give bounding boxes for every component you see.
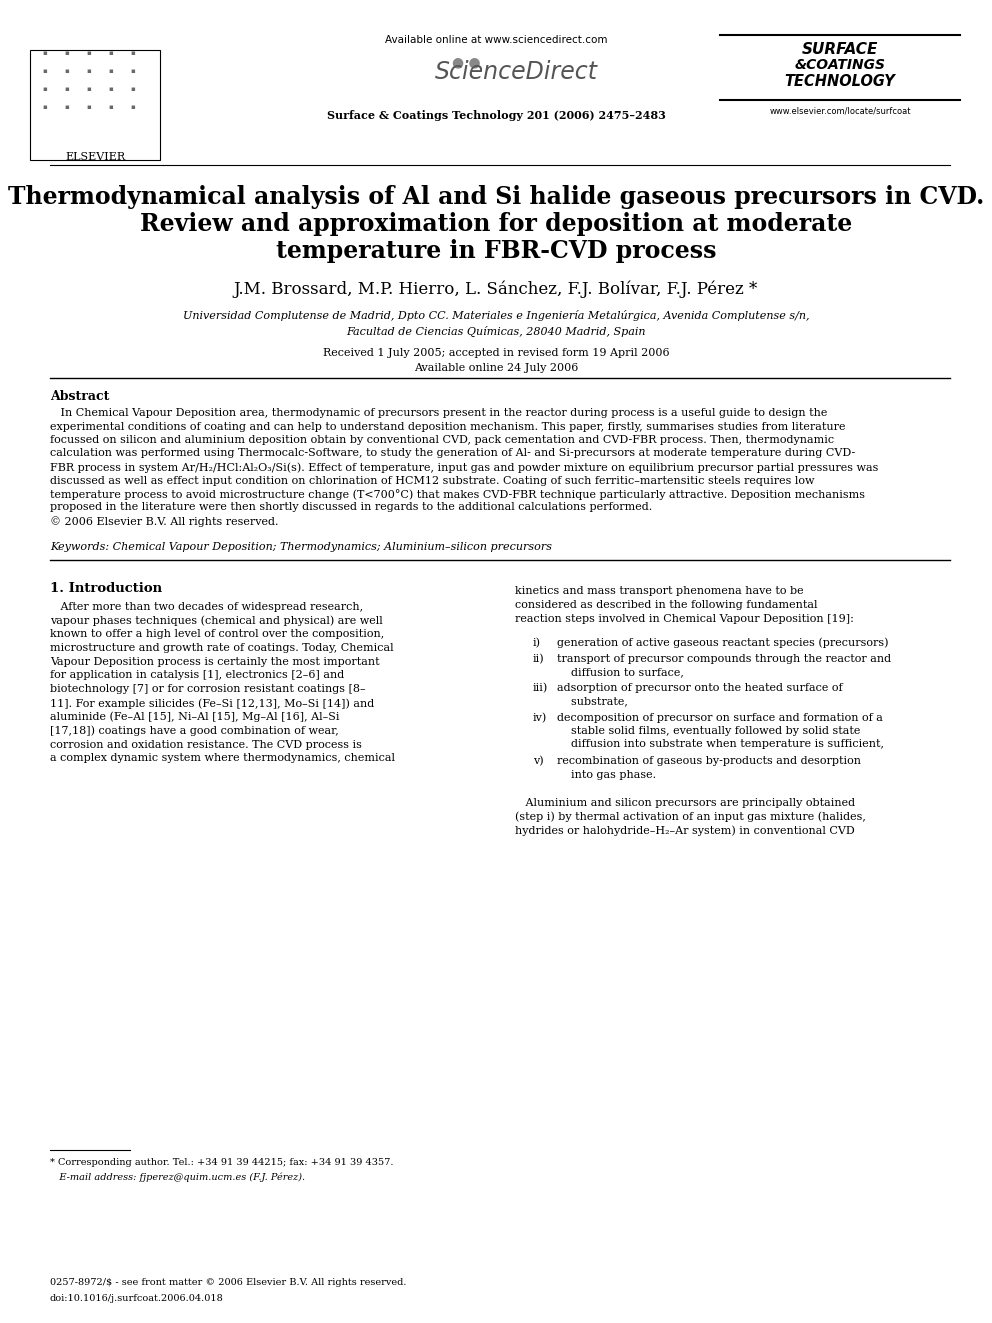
Bar [30,50,160,160]
Text: 0257-8972/$ - see front matter © 2006 Elsevier B.V. All rights reserved.: 0257-8972/$ - see front matter © 2006 El… [50,1278,407,1287]
Text: ▪: ▪ [43,105,48,110]
Text: focussed on silicon and aluminium deposition obtain by conventional CVD, pack ce: focussed on silicon and aluminium deposi… [50,435,834,445]
Text: corrosion and oxidation resistance. The CVD process is: corrosion and oxidation resistance. The … [50,740,362,750]
Text: recombination of gaseous by-products and desorption
    into gas phase.: recombination of gaseous by-products and… [557,757,861,779]
Text: ▪: ▪ [43,67,48,74]
Text: ▪: ▪ [43,50,48,56]
Text: decomposition of precursor on surface and formation of a
    stable solid films,: decomposition of precursor on surface an… [557,713,884,749]
Text: ▪: ▪ [43,86,48,93]
Text: ▪: ▪ [131,86,135,93]
Text: ▪: ▪ [86,86,91,93]
Text: ▪: ▪ [109,86,113,93]
Text: ii): ii) [533,654,545,664]
Text: After more than two decades of widespread research,: After more than two decades of widesprea… [50,602,363,611]
Text: generation of active gaseous reactant species (precursors): generation of active gaseous reactant sp… [557,638,889,648]
Text: ▪: ▪ [64,86,69,93]
Text: vapour phases techniques (chemical and physical) are well: vapour phases techniques (chemical and p… [50,615,383,626]
Text: TECHNOLOGY: TECHNOLOGY [785,74,896,89]
Text: ELSEVIER: ELSEVIER [64,152,125,161]
Text: ▪: ▪ [86,50,91,56]
Text: iii): iii) [533,683,549,693]
Text: kinetics and mass transport phenomena have to be: kinetics and mass transport phenomena ha… [515,586,804,597]
Text: v): v) [533,757,544,766]
Text: ▪: ▪ [86,67,91,74]
Text: E-mail address: fjperez@quim.ucm.es (F.J. Pérez).: E-mail address: fjperez@quim.ucm.es (F.J… [50,1172,306,1181]
Text: ▪: ▪ [86,105,91,110]
Text: biotechnology [7] or for corrosion resistant coatings [8–: biotechnology [7] or for corrosion resis… [50,684,366,695]
Text: a complex dynamic system where thermodynamics, chemical: a complex dynamic system where thermodyn… [50,753,395,763]
Text: ▪: ▪ [109,67,113,74]
Text: proposed in the literature were then shortly discussed in regards to the additio: proposed in the literature were then sho… [50,503,653,512]
Text: ▪: ▪ [131,50,135,56]
Text: experimental conditions of coating and can help to understand deposition mechani: experimental conditions of coating and c… [50,422,845,431]
Text: In Chemical Vapour Deposition area, thermodynamic of precursors present in the r: In Chemical Vapour Deposition area, ther… [50,407,827,418]
Text: reaction steps involved in Chemical Vapour Deposition [19]:: reaction steps involved in Chemical Vapo… [515,614,854,624]
Text: ▪: ▪ [64,105,69,110]
Text: © 2006 Elsevier B.V. All rights reserved.: © 2006 Elsevier B.V. All rights reserved… [50,516,279,527]
Text: i): i) [533,638,541,648]
Text: microstructure and growth rate of coatings. Today, Chemical: microstructure and growth rate of coatin… [50,643,394,652]
Text: doi:10.1016/j.surfcoat.2006.04.018: doi:10.1016/j.surfcoat.2006.04.018 [50,1294,224,1303]
Text: ▪: ▪ [109,50,113,56]
Text: Surface & Coatings Technology 201 (2006) 2475–2483: Surface & Coatings Technology 201 (2006)… [326,110,666,120]
Text: Universidad Complutense de Madrid, Dpto CC. Materiales e Ingeniería Metalúrgica,: Universidad Complutense de Madrid, Dpto … [183,310,809,321]
Text: Keywords: Chemical Vapour Deposition; Thermodynamics; Aluminium–silicon precurso: Keywords: Chemical Vapour Deposition; Th… [50,541,552,552]
Text: Received 1 July 2005; accepted in revised form 19 April 2006: Received 1 July 2005; accepted in revise… [322,348,670,359]
Text: temperature process to avoid microstructure change (T<700°C) that makes CVD-FBR : temperature process to avoid microstruct… [50,490,865,500]
Text: www.elsevier.com/locate/surfcoat: www.elsevier.com/locate/surfcoat [769,107,911,116]
Text: Available online at www.sciencedirect.com: Available online at www.sciencedirect.co… [385,34,607,45]
Text: Available online 24 July 2006: Available online 24 July 2006 [414,363,578,373]
Text: Facultad de Ciencias Químicas, 28040 Madrid, Spain: Facultad de Ciencias Químicas, 28040 Mad… [346,325,646,337]
Text: Vapour Deposition process is certainly the most important: Vapour Deposition process is certainly t… [50,656,380,667]
Text: Aluminium and silicon precursors are principally obtained: Aluminium and silicon precursors are pri… [515,798,855,808]
Text: SURFACE: SURFACE [802,42,878,57]
Text: ▪: ▪ [64,50,69,56]
Text: transport of precursor compounds through the reactor and
    diffusion to surfac: transport of precursor compounds through… [557,654,891,677]
Text: Thermodynamical analysis of Al and Si halide gaseous precursors in CVD.: Thermodynamical analysis of Al and Si ha… [8,185,984,209]
Text: adsorption of precursor onto the heated surface of
    substrate,: adsorption of precursor onto the heated … [557,683,842,706]
Text: ▪: ▪ [131,67,135,74]
Text: ▪: ▪ [109,105,113,110]
Text: calculation was performed using Thermocalc-Software, to study the generation of : calculation was performed using Thermoca… [50,448,855,459]
Text: * Corresponding author. Tel.: +34 91 39 44215; fax: +34 91 39 4357.: * Corresponding author. Tel.: +34 91 39 … [50,1158,394,1167]
Text: Abstract: Abstract [50,390,109,404]
Text: for application in catalysis [1], electronics [2–6] and: for application in catalysis [1], electr… [50,671,344,680]
Text: J.M. Brossard, M.P. Hierro, L. Sánchez, F.J. Bolívar, F.J. Pérez *: J.M. Brossard, M.P. Hierro, L. Sánchez, … [234,280,758,298]
Text: 1. Introduction: 1. Introduction [50,582,162,594]
Text: temperature in FBR-CVD process: temperature in FBR-CVD process [276,239,716,263]
Text: ▪: ▪ [131,105,135,110]
Text: ScienceDirect: ScienceDirect [434,60,597,83]
Text: 11]. For example silicides (Fe–Si [12,13], Mo–Si [14]) and: 11]. For example silicides (Fe–Si [12,13… [50,699,374,709]
Text: Review and approximation for deposition at moderate: Review and approximation for deposition … [140,212,852,235]
Text: (step i) by thermal activation of an input gas mixture (halides,: (step i) by thermal activation of an inp… [515,812,866,823]
Text: aluminide (Fe–Al [15], Ni–Al [15], Mg–Al [16], Al–Si: aluminide (Fe–Al [15], Ni–Al [15], Mg–Al… [50,712,339,722]
Text: known to offer a high level of control over the composition,: known to offer a high level of control o… [50,630,384,639]
Text: hydrides or halohydride–H₂–Ar system) in conventional CVD: hydrides or halohydride–H₂–Ar system) in… [515,826,855,836]
Text: ● ●: ● ● [451,56,480,69]
Text: &COATINGS: &COATINGS [795,58,886,71]
Text: iv): iv) [533,713,548,724]
Text: ▪: ▪ [64,67,69,74]
Text: discussed as well as effect input condition on chlorination of HCM12 substrate. : discussed as well as effect input condit… [50,475,814,486]
Text: considered as described in the following fundamental: considered as described in the following… [515,601,817,610]
Text: FBR process in system Ar/H₂/HCl:Al₂O₃/Si(s). Effect of temperature, input gas an: FBR process in system Ar/H₂/HCl:Al₂O₃/Si… [50,462,878,472]
Text: [17,18]) coatings have a good combination of wear,: [17,18]) coatings have a good combinatio… [50,726,338,737]
